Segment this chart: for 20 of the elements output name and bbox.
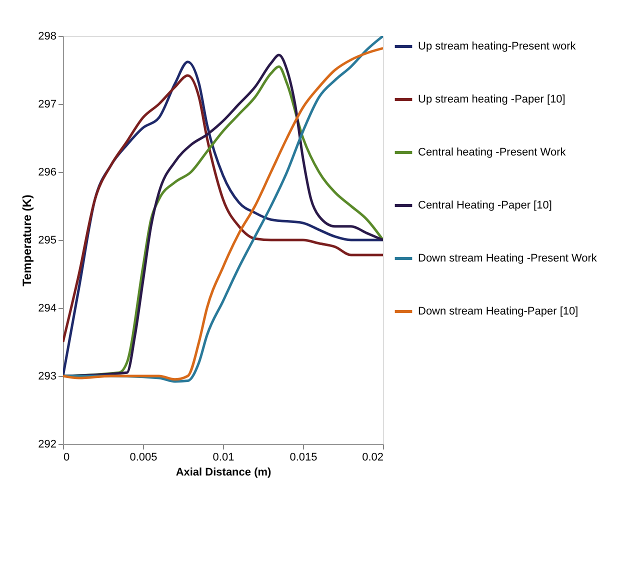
legend-label: Down stream Heating-Paper [10] — [418, 306, 578, 318]
x-tick-label: 0.02 — [362, 452, 384, 464]
y-axis-title: Temperature (K) — [20, 194, 34, 286]
y-tick-label: 296 — [38, 166, 56, 178]
y-tick-label: 295 — [38, 234, 56, 246]
y-tick-label: 294 — [38, 302, 56, 314]
legend-label: Central heating -Present Work — [418, 146, 566, 158]
x-tick-label: 0.015 — [290, 452, 318, 464]
legend-label: Central Heating -Paper [10] — [418, 200, 552, 212]
x-tick-label: 0.005 — [130, 452, 158, 464]
legend-label: Down stream Heating -Present Work — [418, 252, 598, 264]
y-tick-label: 292 — [38, 438, 56, 450]
y-tick-label: 298 — [38, 30, 56, 42]
y-tick-label: 293 — [38, 370, 56, 382]
x-tick-label: 0 — [64, 452, 70, 464]
x-tick-label: 0.01 — [212, 452, 234, 464]
legend-label: Up stream heating-Present work — [418, 40, 576, 52]
legend-label: Up stream heating -Paper [10] — [418, 94, 566, 106]
x-axis-title: Axial Distance (m) — [176, 466, 272, 478]
y-tick-label: 297 — [38, 98, 56, 110]
